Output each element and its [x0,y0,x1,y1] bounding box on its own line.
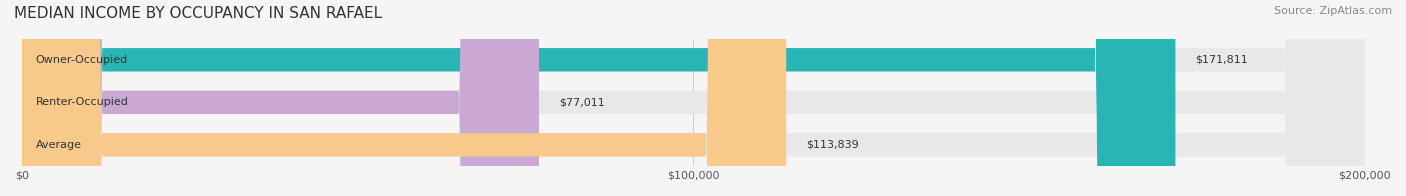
FancyBboxPatch shape [22,0,1175,196]
Text: Source: ZipAtlas.com: Source: ZipAtlas.com [1274,6,1392,16]
Text: Renter-Occupied: Renter-Occupied [35,97,128,107]
Text: $113,839: $113,839 [807,140,859,150]
Text: Average: Average [35,140,82,150]
FancyBboxPatch shape [22,0,1365,196]
FancyBboxPatch shape [22,0,1365,196]
Text: MEDIAN INCOME BY OCCUPANCY IN SAN RAFAEL: MEDIAN INCOME BY OCCUPANCY IN SAN RAFAEL [14,6,382,21]
Text: $171,811: $171,811 [1195,55,1249,65]
FancyBboxPatch shape [22,0,786,196]
FancyBboxPatch shape [22,0,538,196]
Text: Owner-Occupied: Owner-Occupied [35,55,128,65]
FancyBboxPatch shape [22,0,1365,196]
Text: $77,011: $77,011 [560,97,605,107]
